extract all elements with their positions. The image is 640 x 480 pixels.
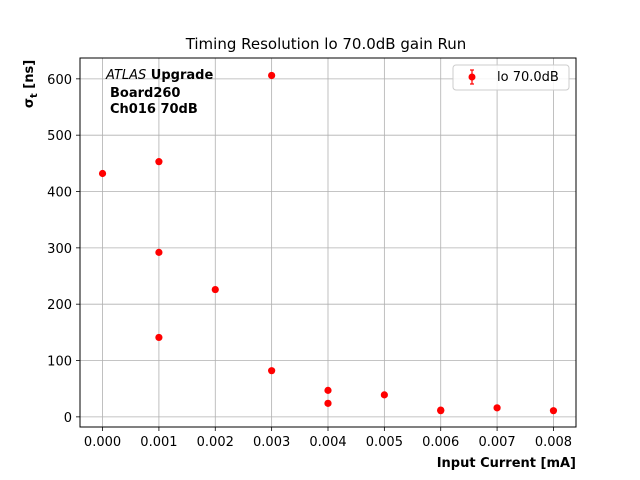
y-tick-label: 300: [47, 242, 72, 257]
data-point: [324, 386, 332, 394]
grid: [80, 58, 576, 427]
y-tick-label: 600: [47, 73, 72, 88]
data-point: [155, 333, 163, 342]
legend-marker: [468, 73, 476, 81]
y-axis-label-unit: [ns]: [22, 60, 37, 93]
data-point: [324, 399, 332, 407]
y-axis-label-subscript: t: [29, 93, 40, 98]
data-point: [437, 407, 445, 415]
x-axis-label: Input Current [mA]: [437, 456, 576, 471]
y-axis-label: σt [ns]: [22, 60, 40, 108]
channel-label: Ch016 70dB: [110, 102, 198, 117]
atlas-annotation: ATLAS Upgrade Board260 Ch016 70dB: [105, 68, 213, 117]
data-point: [268, 71, 276, 80]
data-point: [268, 367, 276, 375]
legend-label: lo 70.0dB: [497, 70, 559, 85]
data-point: [380, 391, 388, 399]
x-tick-label: 0.007: [478, 435, 515, 450]
y-tick-label: 500: [47, 129, 72, 144]
data-point: [155, 248, 163, 256]
chart-title: Timing Resolution lo 70.0dB gain Run: [185, 35, 467, 53]
x-tick-label: 0.002: [197, 435, 234, 450]
y-axis-label-sigma: σ: [22, 98, 37, 108]
data-point: [211, 285, 219, 294]
atlas-label: ATLAS Upgrade: [105, 68, 213, 83]
data-point: [549, 407, 558, 415]
x-tick-label: 0.004: [309, 435, 346, 450]
x-tick-label: 0.005: [366, 435, 403, 450]
data-point: [98, 169, 107, 178]
atlas-bold-text: Upgrade: [146, 68, 213, 83]
legend-box: [452, 64, 570, 91]
x-tick-label: 0.001: [140, 435, 177, 450]
y-tick-label: 200: [47, 298, 72, 313]
board-label: Board260: [110, 86, 180, 101]
y-tick-label: 0: [64, 411, 72, 426]
y-tick-label: 400: [47, 186, 72, 201]
y-tick-label: 100: [47, 355, 72, 370]
atlas-italic-text: ATLAS: [105, 68, 146, 83]
x-tick-label: 0.003: [253, 435, 290, 450]
data-point: [493, 404, 501, 412]
legend: lo 70.0dB: [452, 64, 570, 91]
axis-ticks: 0.000 0.001 0.002 0.003 0.004 0.005 0.006 0.007…: [47, 73, 572, 450]
x-tick-label: 0.008: [535, 435, 572, 450]
data-points: [98, 71, 558, 415]
x-tick-label: 0.006: [422, 435, 459, 450]
x-tick-label: 0.000: [84, 435, 121, 450]
data-point: [155, 158, 163, 166]
